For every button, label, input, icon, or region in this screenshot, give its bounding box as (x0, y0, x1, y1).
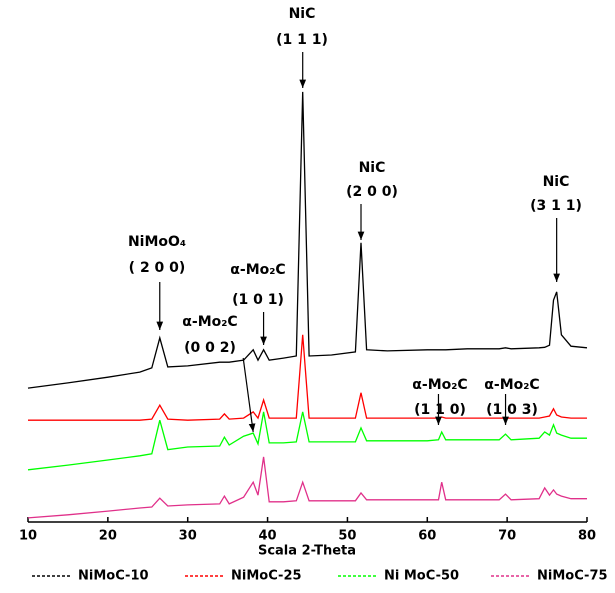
annotation-label: α-Mo₂C (484, 377, 539, 393)
x-tick-label: 40 (259, 529, 277, 544)
series-line (27, 411, 587, 471)
legend-label: Ni MoC-50 (384, 569, 459, 584)
annotation-label: α-Mo₂C (230, 262, 285, 278)
annotation-plane: (2 0 0) (346, 184, 398, 200)
legend-label: NiMoC-75 (537, 569, 608, 584)
annotation-label: NiC (289, 6, 316, 22)
x-tick-label: 50 (338, 529, 356, 544)
legend-label: NiMoC-25 (231, 569, 302, 584)
annotation-plane: (1 0 1) (232, 292, 284, 308)
annotation-plane: ( 2 0 0) (129, 260, 186, 276)
x-axis-label: Scala 2-Theta (258, 544, 356, 559)
x-tick-label: 80 (578, 529, 596, 544)
annotation-plane: (3 1 1) (530, 198, 582, 214)
x-tick-label: 30 (179, 529, 197, 544)
series-line (28, 334, 587, 421)
x-tick-label: 60 (418, 529, 436, 544)
annotation-label: NiC (359, 160, 386, 176)
annotation-plane: (1 1 0) (414, 402, 466, 418)
x-tick-label: 10 (19, 529, 37, 544)
annotation-plane: (1 0 3) (486, 402, 538, 418)
annotation-arrow (242, 357, 256, 433)
annotation-label: α-Mo₂C (412, 377, 467, 393)
annotation-label: NiC (543, 174, 570, 190)
annotation-plane: (1 1 1) (276, 32, 328, 48)
x-tick-label: 20 (99, 529, 117, 544)
x-tick-label: 70 (498, 529, 516, 544)
series-line (27, 91, 588, 389)
annotation-plane: (0 0 2) (184, 340, 236, 356)
annotation-label: NiMoO₄ (128, 234, 186, 250)
annotation-label: α-Mo₂C (182, 314, 237, 330)
legend-label: NiMoC-10 (78, 569, 149, 584)
series-line (27, 456, 587, 519)
